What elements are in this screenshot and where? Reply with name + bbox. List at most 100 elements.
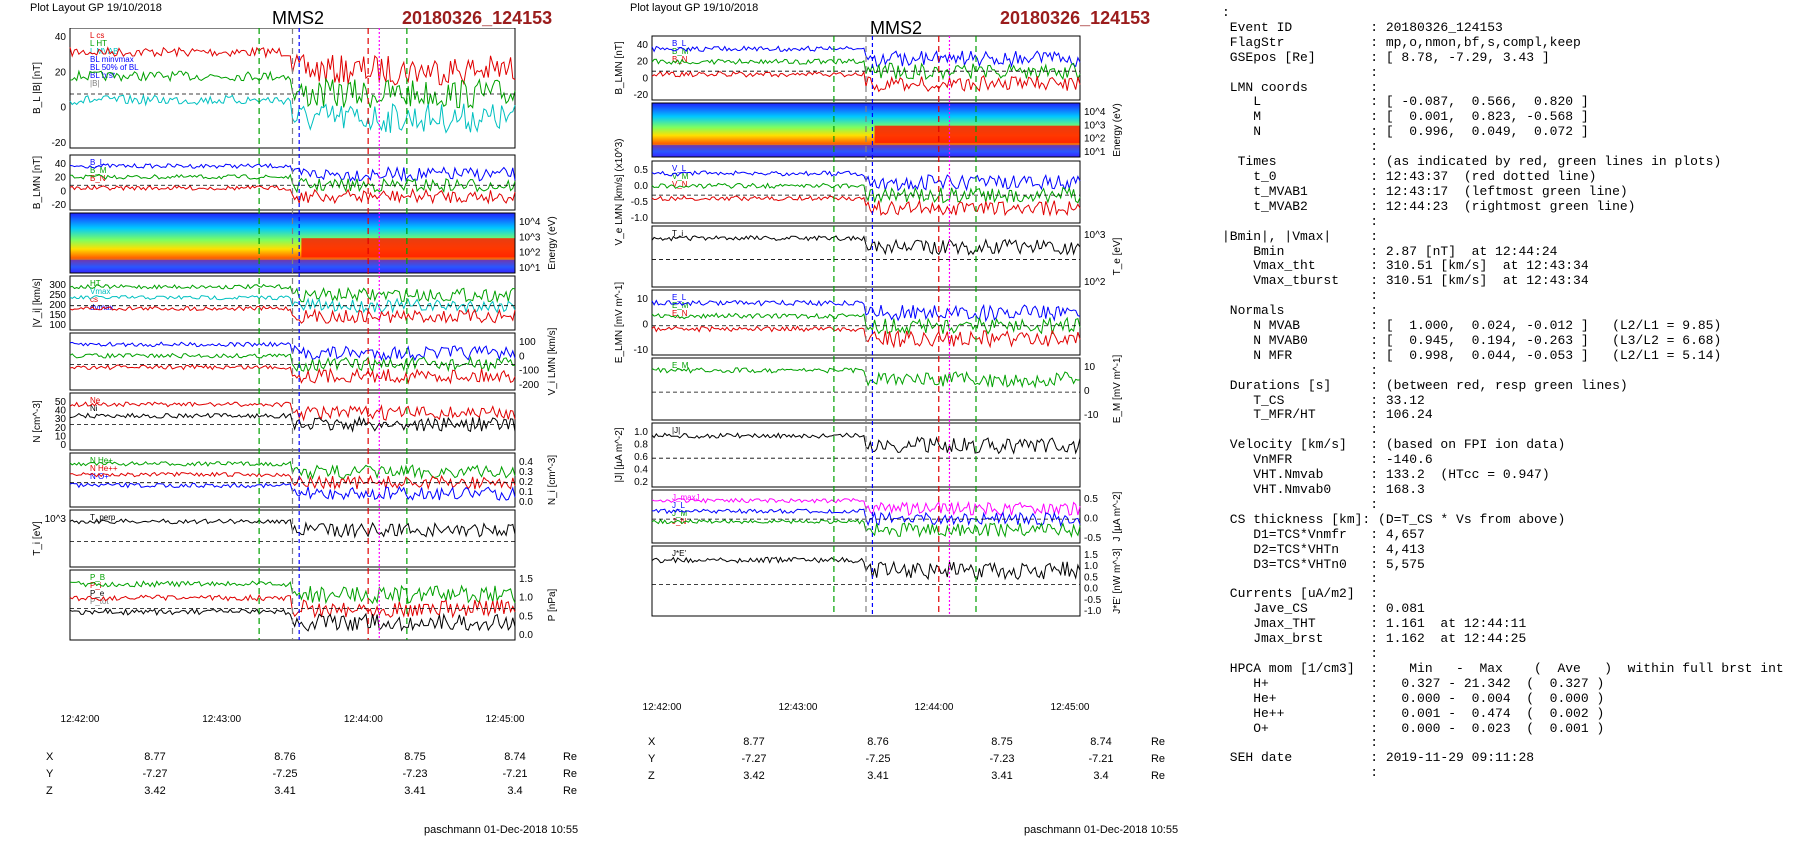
legend-entry: B_M (90, 166, 107, 175)
info-line: H+ : 0.327 - 21.342 ( 0.327 ) (1222, 675, 1605, 691)
info-line: FlagStr : mp,o,nmon,bf,s,compl,keep (1222, 34, 1581, 50)
y-tick-label: -1.0 (631, 213, 649, 224)
legend-entry: E_N (672, 309, 688, 318)
y-tick-label: 0.6 (634, 452, 648, 463)
legend-entry: N He+ (90, 456, 113, 465)
info-line: : (1222, 496, 1379, 512)
y-axis-label: B_LMN [nT] (614, 41, 625, 95)
y-tick-label: 1.0 (634, 427, 648, 438)
info-line: Currents [uA/m2] : (1222, 586, 1379, 602)
info-line: VHT.Nmvab0 : 168.3 (1222, 482, 1425, 497)
panel-7: 0.40.30.20.10.0 N_i [cm^-3] N He+N He++N O… (69, 452, 558, 508)
legend-entry: V_N (672, 180, 688, 189)
y-tick-label: -1.0 (1084, 606, 1102, 617)
data-trace (69, 352, 516, 373)
y-axis-label: P [nPa] (547, 588, 558, 621)
y-tick-label: 1.5 (519, 574, 533, 585)
info-line: : (1222, 765, 1379, 781)
panel-5: 100 0 -100 -200 V_i LMN [km/s] (69, 327, 558, 395)
y-tick-label: 250 (49, 290, 66, 301)
spectrogram-low-band (70, 259, 515, 273)
data-trace (651, 299, 1081, 323)
y-tick-label: 1.0 (519, 593, 533, 604)
y-tick-label: 0.0 (634, 181, 648, 192)
legend-entry: J_M (672, 509, 687, 518)
y-axis-label: Energy (eV) (547, 216, 558, 269)
y-tick-label: 0.2 (519, 477, 533, 488)
y-tick-label: 10 (55, 431, 67, 442)
legend-entry: HT (90, 279, 101, 288)
data-trace (69, 294, 516, 314)
y-axis-label: N [cm^-3] (32, 400, 43, 443)
info-line: Jmax_brst : 1.162 at 12:44:25 (1222, 631, 1527, 647)
info-line: LMN coords : (1222, 79, 1379, 95)
info-line: : (1222, 645, 1379, 661)
y-tick-label: 20 (55, 67, 67, 78)
legend-entry: T_perp (90, 513, 116, 522)
info-line: Velocity [km/s] : (based on FPI ion data… (1222, 437, 1566, 453)
y-tick-label: 40 (637, 40, 649, 51)
y-tick-label: 0 (60, 186, 66, 197)
y-axis-label: T_i [eV] (32, 521, 43, 556)
y-tick-label: 0.4 (519, 457, 533, 468)
legend-entry: BL minvmax (90, 55, 134, 64)
legend-entry: T_i (672, 229, 683, 238)
info-line: N MFR : [ 0.998, 0.044, -0.053 ] (L2/L1 … (1222, 347, 1722, 363)
data-trace (69, 184, 516, 205)
y-tick-label: -200 (519, 380, 539, 391)
info-line: L : [ -0.087, 0.566, 0.820 ] (1222, 94, 1589, 110)
y-tick-label: 0 (60, 103, 66, 114)
panel-2: 10^4 10^3 10^2 10^1 Energy (eV) (651, 102, 1123, 158)
y-tick-label: 0 (60, 440, 66, 451)
y-tick-label: 40 (55, 159, 67, 170)
panel-1: 40 20 0 -20 B_LMN [nT] B_LB_MB_N (614, 35, 1081, 101)
left-title: MMS2 (272, 8, 325, 28)
info-line: Vmax_tburst : 310.51 [km/s] at 12:43:34 (1222, 273, 1589, 289)
left-header: Plot Layout GP 19/10/2018 (30, 2, 162, 14)
panel-9: 1.5 1.0 0.5 0.0 P [nPa] P_BP_iP_eP_tot (69, 569, 558, 641)
y-axis-label: B_L |B| [nT] (32, 62, 43, 114)
y-tick-label: 10^3 (519, 232, 541, 243)
y-tick-label: 0.1 (519, 487, 533, 498)
info-line: Normals : (1222, 303, 1379, 319)
legend-entry: dvmax (90, 303, 114, 312)
info-line: Durations [s] : (between red, resp green… (1222, 377, 1628, 393)
info-line: VnMFR : -140.6 (1222, 452, 1433, 468)
time-tick-label: 12:45:00 (486, 714, 525, 725)
y-tick-label: 0.2 (634, 477, 648, 488)
info-line: : (1222, 288, 1379, 304)
info-line: GSEpos [Re] : [ 8.78, -7.29, 3.43 ] (1222, 49, 1550, 65)
y-tick-label: 0.8 (634, 440, 648, 451)
y-axis-label: Energy (eV) (1112, 103, 1123, 156)
y-tick-label: 0.0 (519, 497, 533, 508)
legend-entry: L MVAB (90, 47, 118, 56)
info-line: : (1222, 422, 1379, 438)
y-axis-label: |V_i| [km/s] (32, 278, 43, 327)
panel-4: 10^3 10^2 T_e [eV] T_i (651, 225, 1123, 288)
legend-entry: E_M (672, 361, 689, 370)
legend-entry: B_L (672, 39, 687, 48)
y-tick-label: 10^3 (1084, 120, 1106, 131)
y-tick-label: 0.0 (1084, 584, 1098, 595)
middle-footer: paschmann 01-Dec-2018 10:55 (1024, 824, 1179, 836)
legend-entry: |B| (90, 79, 100, 88)
legend-entry: J_maxJ (672, 493, 700, 502)
legend-entry: Ne (90, 396, 101, 405)
info-line: N : [ 0.996, 0.049, 0.072 ] (1222, 124, 1589, 140)
y-tick-label: 200 (49, 300, 66, 311)
info-line: N MVAB : [ 1.000, 0.024, -0.012 ] (L2/L1… (1222, 318, 1722, 334)
legend-entry: J*E' (672, 549, 686, 558)
info-line: Jmax_THT : 1.161 at 12:44:11 (1222, 616, 1527, 632)
pos-label-z: Z (46, 784, 53, 797)
info-line: Event ID : 20180326_124153 (1222, 19, 1503, 35)
middle-header: Plot layout GP 19/10/2018 (630, 2, 759, 14)
info-line: VHT.Nmvab : 133.2 (HTcc = 0.947) (1222, 467, 1550, 483)
info-line: He+ : 0.000 - 0.004 ( 0.000 ) (1222, 690, 1605, 706)
y-tick-label: 1.5 (1084, 550, 1098, 561)
y-tick-label: 10^1 (1084, 147, 1106, 158)
y-tick-label: 10^4 (1084, 107, 1106, 118)
